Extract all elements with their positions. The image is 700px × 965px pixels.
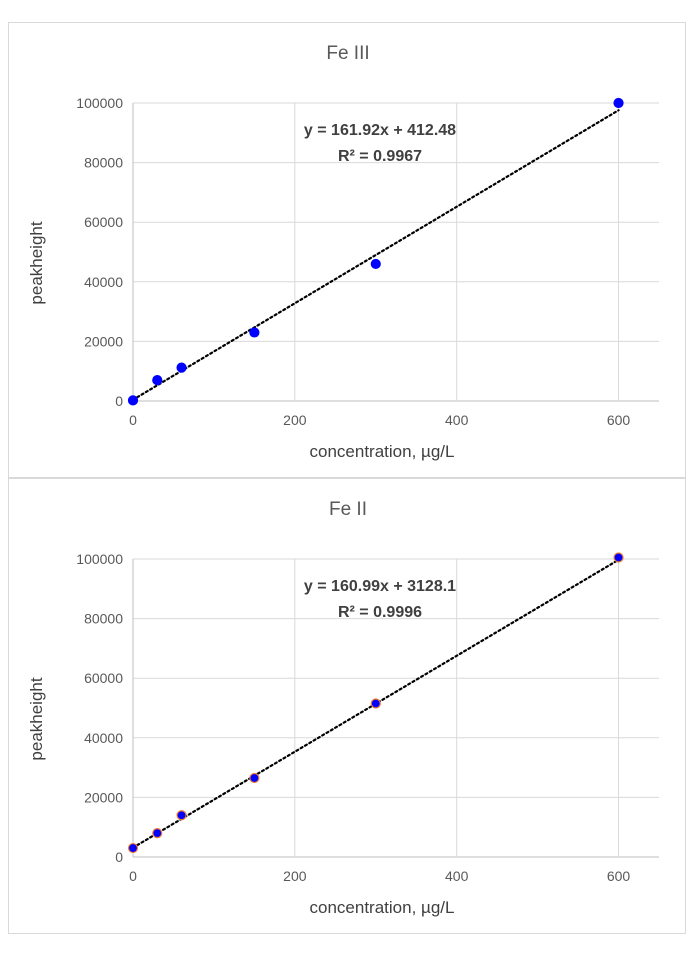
y-tick-label: 100000 [76, 95, 123, 111]
trendline-equation: y = 161.92x + 412.48 [304, 122, 456, 139]
y-tick-label: 80000 [84, 611, 123, 627]
x-axis-label: concentration, µg/L [310, 442, 455, 461]
y-tick-label: 0 [115, 393, 123, 409]
y-tick-label: 40000 [84, 730, 123, 746]
trendline [131, 109, 620, 401]
data-point [127, 842, 139, 854]
data-point [249, 772, 260, 784]
x-tick-label: 0 [129, 868, 137, 884]
data-point [152, 828, 163, 839]
y-axis-label: peakheight [27, 677, 46, 760]
data-point [127, 395, 139, 406]
x-tick-label: 600 [607, 868, 631, 884]
trendline-r-squared: R² = 0.9996 [338, 604, 422, 621]
x-tick-label: 400 [445, 412, 469, 428]
y-tick-label: 100000 [76, 551, 123, 567]
y-tick-label: 40000 [84, 274, 123, 290]
chart-title: Fe III [326, 43, 369, 64]
x-axis-label: concentration, µg/L [310, 898, 455, 917]
data-point [613, 552, 624, 563]
data-point [176, 810, 187, 821]
chart-panel-fe-iii: Fe III y = 161.92x + 412.48 R² = 0.9967 … [8, 22, 686, 478]
y-tick-label: 60000 [84, 214, 123, 230]
data-point [370, 258, 381, 270]
chart-panel-fe-ii: Fe II y = 160.99x + 3128.1 R² = 0.9996 c… [8, 478, 686, 934]
x-tick-label: 200 [283, 412, 307, 428]
y-tick-label: 20000 [84, 789, 123, 805]
data-point [249, 327, 260, 338]
data-point [152, 375, 163, 386]
x-tick-label: 400 [445, 868, 469, 884]
trendline-r-squared: R² = 0.9967 [338, 148, 422, 165]
x-tick-label: 600 [607, 412, 631, 428]
chart-title: Fe II [329, 499, 367, 520]
chart-fe-iii: Fe III y = 161.92x + 412.48 R² = 0.9967 … [27, 43, 659, 461]
y-tick-label: 0 [115, 849, 123, 865]
chart-fe-ii: Fe II y = 160.99x + 3128.1 R² = 0.9996 c… [27, 499, 659, 917]
x-tick-label: 200 [283, 868, 307, 884]
x-tick-label: 0 [129, 412, 137, 428]
data-point [613, 97, 624, 109]
y-tick-label: 20000 [84, 333, 123, 349]
y-axis-label: peakheight [27, 221, 46, 304]
data-point [370, 698, 381, 709]
trendline-equation: y = 160.99x + 3128.1 [304, 578, 456, 595]
y-tick-label: 80000 [84, 155, 123, 171]
data-point [176, 362, 187, 373]
y-tick-label: 60000 [84, 670, 123, 686]
